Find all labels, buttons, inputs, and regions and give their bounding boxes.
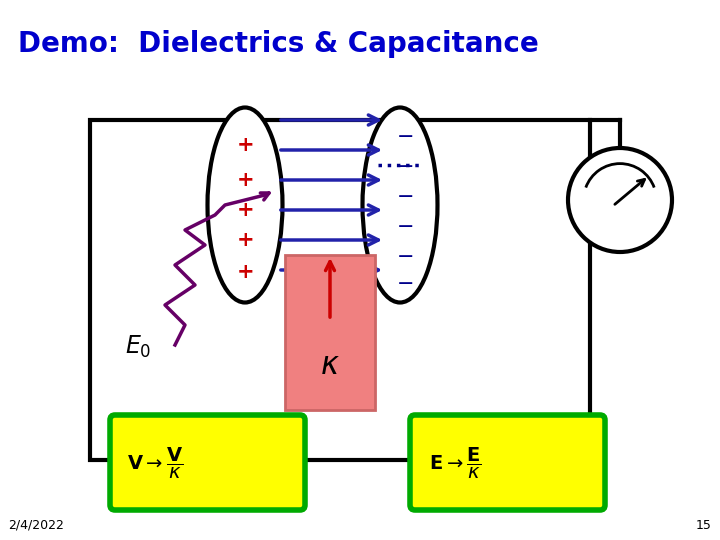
Ellipse shape <box>568 148 672 252</box>
Bar <box>285 255 375 410</box>
Text: $-$: $-$ <box>397 215 413 235</box>
Text: $\mathbf{E} \rightarrow \dfrac{\mathbf{E}}{\kappa}$: $\mathbf{E} \rightarrow \dfrac{\mathbf{E… <box>428 446 481 481</box>
Bar <box>90 120 590 460</box>
Text: $-$: $-$ <box>397 185 413 205</box>
Text: $E_0$: $E_0$ <box>125 334 151 360</box>
Text: Demo:  Dielectrics & Capacitance: Demo: Dielectrics & Capacitance <box>18 30 539 58</box>
Ellipse shape <box>207 107 282 302</box>
Text: $-$: $-$ <box>397 272 413 292</box>
Text: $\mathbf{V} \rightarrow \dfrac{\mathbf{V}}{\kappa}$: $\mathbf{V} \rightarrow \dfrac{\mathbf{V… <box>127 446 183 481</box>
Text: $-$: $-$ <box>397 245 413 265</box>
Text: $\bf{+}$: $\bf{+}$ <box>236 230 253 250</box>
Text: 15: 15 <box>696 519 712 532</box>
FancyBboxPatch shape <box>410 415 605 510</box>
Text: $-$: $-$ <box>397 125 413 145</box>
Text: $\kappa$: $\kappa$ <box>320 349 340 381</box>
Text: $\bf{+}$: $\bf{+}$ <box>236 200 253 220</box>
Text: 2/4/2022: 2/4/2022 <box>8 519 64 532</box>
FancyBboxPatch shape <box>110 415 305 510</box>
Ellipse shape <box>362 107 438 302</box>
Text: $-$: $-$ <box>397 155 413 175</box>
Text: $\bf{+}$: $\bf{+}$ <box>236 135 253 155</box>
Text: $\bf{+}$: $\bf{+}$ <box>236 170 253 190</box>
Text: $\bf{+}$: $\bf{+}$ <box>236 262 253 282</box>
